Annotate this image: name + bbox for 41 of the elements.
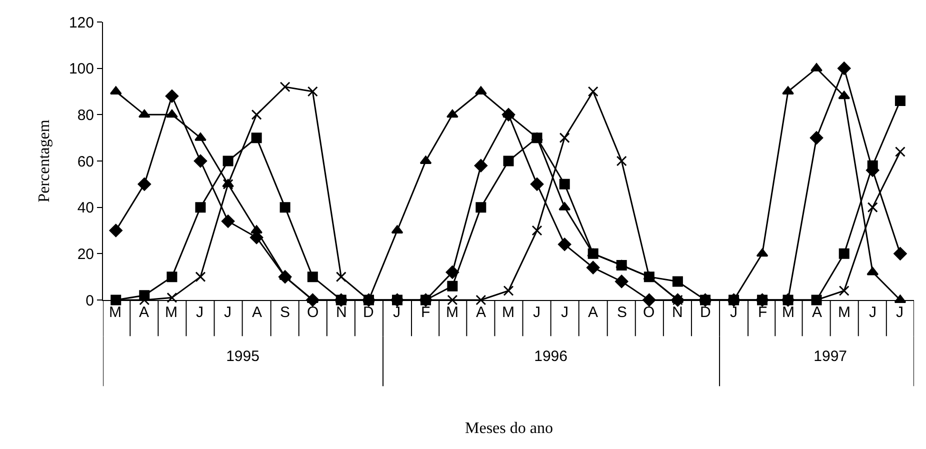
y-axis-title: Percentagem — [36, 119, 53, 202]
text: J — [896, 304, 904, 321]
text: M — [109, 304, 122, 321]
text: J — [561, 304, 568, 321]
text: A — [252, 304, 262, 321]
y-tick-label: 40 — [77, 200, 94, 217]
text: S — [280, 304, 290, 321]
y-tick-label: 100 — [68, 60, 94, 78]
text: J — [730, 304, 738, 321]
text: A — [139, 304, 150, 321]
text: M — [502, 304, 514, 321]
y-tick-label: 20 — [77, 246, 94, 263]
text: M — [165, 304, 178, 321]
text: A — [588, 304, 598, 321]
x-tick-label: 1995 — [226, 348, 260, 365]
text: M — [782, 304, 794, 321]
text: J — [869, 304, 876, 321]
text: S — [617, 304, 628, 321]
text: N — [672, 304, 683, 321]
text: O — [307, 304, 319, 321]
text: F — [421, 304, 430, 321]
text: F — [758, 304, 768, 321]
text: M — [446, 304, 458, 321]
y-tick-label: 80 — [77, 106, 94, 124]
y-tick-label: 120 — [68, 14, 94, 32]
y-tick-label: 0 — [86, 292, 94, 310]
x-axis-title: Meses do ano — [465, 420, 553, 437]
text: A — [812, 304, 822, 321]
y-tick-label: 60 — [77, 153, 94, 170]
text: J — [224, 304, 232, 321]
text: J — [196, 304, 204, 321]
text: O — [643, 304, 655, 321]
text: N — [336, 304, 347, 321]
text: M — [838, 304, 850, 321]
x-tick-label: 1997 — [814, 348, 848, 365]
x-tick-label: 1996 — [534, 348, 568, 365]
text: J — [533, 304, 540, 321]
text: D — [700, 304, 711, 321]
text: J — [393, 304, 400, 321]
text: A — [476, 304, 486, 321]
text: D — [363, 304, 374, 321]
